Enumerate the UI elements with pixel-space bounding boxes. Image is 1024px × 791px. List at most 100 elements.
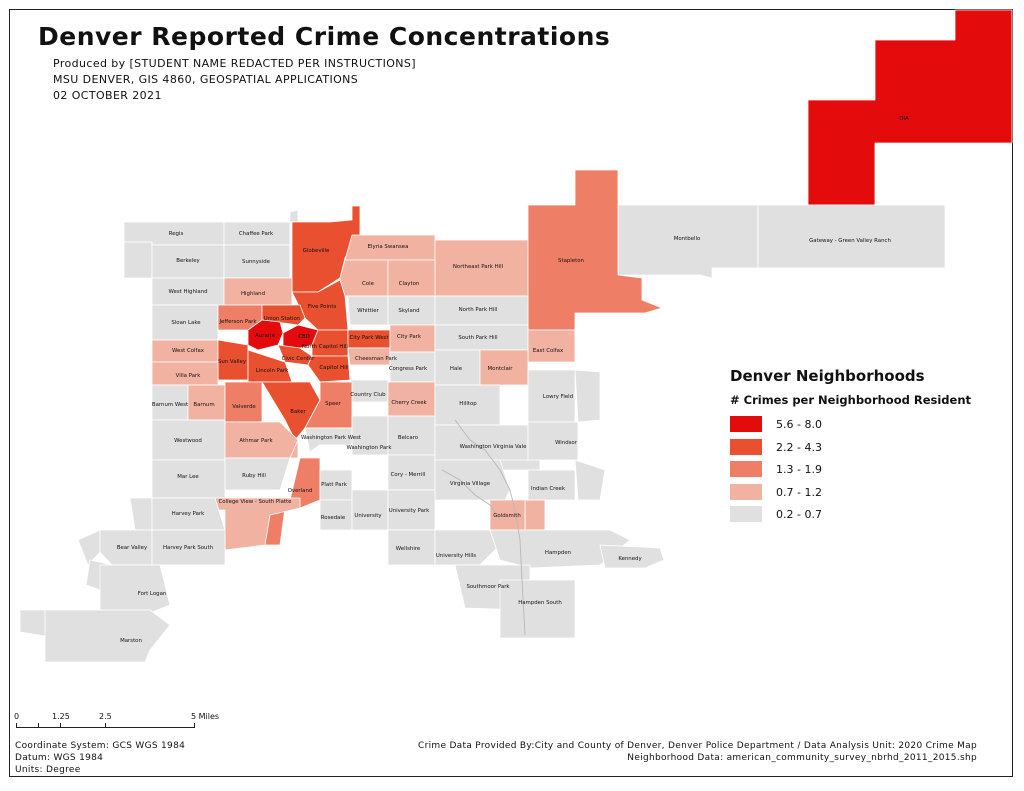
scale-tick <box>38 723 39 728</box>
neighborhood-label-sloan-lake: Sloan Lake <box>171 320 201 326</box>
neighborhood-label-lowry-field: Lowry Field <box>543 394 573 400</box>
neighborhood-fort-logan[interactable] <box>99 564 171 616</box>
neighborhood-label-cheesman-park: Cheesman Park <box>355 356 398 362</box>
scale-tick <box>105 723 106 728</box>
neighborhood-fringe <box>289 209 299 223</box>
legend-subtitle: # Crimes per Neighborhood Resident <box>730 393 972 407</box>
neighborhood-university-hills[interactable] <box>434 529 501 566</box>
neighborhood-dia[interactable] <box>807 9 1013 206</box>
legend-item: 0.7 - 1.2 <box>730 483 822 501</box>
neighborhood-fringe <box>77 529 101 566</box>
neighborhood-label-washington-park: Washington Park <box>346 445 392 451</box>
neighborhood-label-union-station: Union Station <box>264 316 300 322</box>
neighborhood-overland[interactable] <box>289 457 321 509</box>
neighborhood-label-hampden: Hampden <box>545 550 571 556</box>
legend-label: 0.7 - 1.2 <box>776 485 822 499</box>
neighborhood-label-sunnyside: Sunnyside <box>242 259 271 265</box>
neighborhood-east-colfax[interactable] <box>527 329 576 363</box>
neighborhood-label-north-capitol-hill: North Capitol Hill <box>302 344 348 350</box>
neighborhood-label-indian-creek: Indian Creek <box>531 486 566 492</box>
neighborhood-five-points[interactable] <box>291 279 349 331</box>
neighborhood-label-washington-park-west: Washington Park West <box>301 435 361 441</box>
neighborhood-label-east-colfax: East Colfax <box>533 348 564 354</box>
neighborhood-label-barnum-west: Barnum West <box>152 402 188 408</box>
legend-item: 2.2 - 4.3 <box>730 438 822 456</box>
legend-label: 5.6 - 8.0 <box>776 417 822 431</box>
neighborhood-fringe <box>574 369 601 423</box>
neighborhood-label-jefferson-park: Jefferson Park <box>218 319 257 325</box>
neighborhood-university[interactable] <box>351 489 389 531</box>
legend-title: Denver Neighborhoods <box>730 367 925 385</box>
neighborhood-college-view-south-platte[interactable] <box>214 497 301 551</box>
legend-swatch <box>730 506 762 522</box>
neighborhood-label-rosedale: Rosedale <box>321 515 346 521</box>
neighborhood-washington-park[interactable] <box>351 415 389 456</box>
neighborhood-label-capitol-hill: Capitol Hill <box>319 365 348 371</box>
neighborhood-washington-park-west[interactable] <box>304 427 353 453</box>
neighborhood-fringe <box>524 499 546 531</box>
neighborhood-label-washington-virginia-vale: Washington Virginia Vale <box>460 444 527 450</box>
neighborhood-label-university-hills: University Hills <box>436 553 476 559</box>
legend-swatch <box>730 416 762 432</box>
map-subtitle-date: 02 OCTOBER 2021 <box>53 89 162 102</box>
neighborhood-gateway-green-valley-ranch[interactable] <box>757 204 946 269</box>
neighborhood-virginia-village[interactable] <box>434 459 511 501</box>
neighborhood-label-harvey-park: Harvey Park <box>172 511 206 517</box>
highway-i225 <box>441 469 501 521</box>
neighborhood-label-city-park-west: City Park West <box>350 335 389 341</box>
neighborhood-capitol-hill[interactable] <box>307 355 351 383</box>
neighborhood-country-club[interactable] <box>349 379 389 403</box>
scale-label: 5 Miles <box>191 712 220 721</box>
map-subtitle-author: Produced by [STUDENT NAME REDACTED PER I… <box>53 57 417 70</box>
neighborhood-fringe <box>129 497 153 531</box>
neighborhood-label-goldsmith: Goldsmith <box>493 513 520 519</box>
neighborhood-auraria[interactable] <box>247 319 284 351</box>
legend-label: 0.2 - 0.7 <box>776 507 822 521</box>
neighborhood-windsor[interactable] <box>527 421 579 461</box>
units-note: Units: Degree <box>15 765 81 775</box>
neighborhood-valverde[interactable] <box>224 381 263 423</box>
neighborhood-athmar-park[interactable] <box>224 421 299 459</box>
neighborhood-label-civic-center: Civic Center <box>282 356 316 362</box>
neighborhood-label-southmoor-park: Southmoor Park <box>466 584 510 590</box>
neighborhood-hampden-south[interactable] <box>499 579 576 639</box>
neighborhood-indian-creek[interactable] <box>527 469 576 501</box>
crime-data-credit: Crime Data Provided By:City and County o… <box>418 741 977 751</box>
neighborhood-label-hampden-south: Hampden South <box>518 600 562 606</box>
map-frame <box>9 9 1013 777</box>
neighborhood-label-platt-park: Platt Park <box>321 482 348 488</box>
neighborhood-north-capitol-hill[interactable] <box>311 329 349 357</box>
neighborhood-label-marston: Marston <box>120 638 142 644</box>
neighborhood-hampden[interactable] <box>489 529 631 569</box>
neighborhood-ruby-hill[interactable] <box>224 457 291 491</box>
neighborhood-label-virginia-village: Virginia Village <box>450 481 491 487</box>
legend-item: 1.3 - 1.9 <box>730 460 822 478</box>
neighborhood-label-congress-park: Congress Park <box>389 366 428 372</box>
neighborhood-label-belcaro: Belcaro <box>398 435 418 441</box>
neighborhood-cole[interactable] <box>339 259 389 297</box>
neighborhood-harvey-park-south[interactable] <box>151 529 226 566</box>
neighborhood-label-globeville: Globeville <box>303 248 330 254</box>
neighborhood-label-villa-park: Villa Park <box>176 373 202 379</box>
neighborhood-label-northeast-park-hill: Northeast Park Hill <box>453 264 503 270</box>
neighborhood-union-station[interactable] <box>261 304 306 326</box>
neighborhood-label-city-park: City Park <box>397 334 422 340</box>
neighborhood-label-mar-lee: Mar Lee <box>177 474 199 480</box>
neighborhood-label-north-park-hill: North Park Hill <box>459 307 498 313</box>
neighborhood-fringe <box>19 609 46 637</box>
neighborhood-kennedy[interactable] <box>599 544 665 569</box>
scale-label: 2.5 <box>99 712 112 721</box>
neighborhood-marston[interactable] <box>44 609 171 663</box>
neighborhood-label-overland: Overland <box>288 488 313 494</box>
neighborhood-label-west-colfax: West Colfax <box>172 348 205 354</box>
neighborhood-cherry-creek[interactable] <box>387 381 436 417</box>
neighborhood-label-cory-merrill: Cory - Merrill <box>391 472 426 478</box>
neighborhood-washington-virginia-vale[interactable] <box>434 424 529 461</box>
neighborhood-label-kennedy: Kennedy <box>618 556 642 562</box>
neighborhood-label-westwood: Westwood <box>174 438 202 444</box>
legend-swatch <box>730 484 762 500</box>
neighborhood-label-regis: Regis <box>169 231 184 237</box>
neighborhood-clayton[interactable] <box>387 259 436 297</box>
neighborhood-label-valverde: Valverde <box>232 404 256 410</box>
